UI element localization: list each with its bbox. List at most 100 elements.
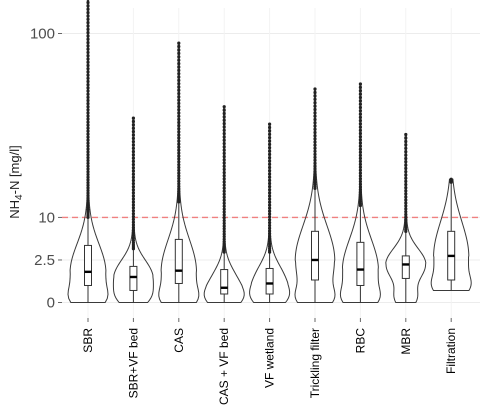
outlier-point [404, 182, 408, 187]
x-category-label: Trickling filter [308, 328, 322, 398]
x-axis-labels: SBR SBR+VF bed CAS CAS + VF bed VF wetland Tr… [81, 318, 458, 405]
outlier-point [404, 150, 408, 154]
outlier-point [222, 170, 226, 175]
outlier-point [404, 218, 408, 222]
outlier-point [86, 101, 90, 106]
outlier-point [222, 167, 226, 172]
outlier-point [222, 218, 226, 223]
outlier-point [86, 63, 90, 68]
outlier-point [86, 92, 90, 96]
outlier-point [131, 226, 135, 230]
outlier-point [86, 37, 90, 41]
violin-group [430, 177, 472, 291]
outlier-point [358, 197, 362, 202]
outlier-point [131, 146, 135, 150]
outlier-point [86, 193, 90, 198]
outlier-point [177, 101, 181, 105]
outlier-point [86, 79, 90, 84]
violin-shape [430, 178, 472, 291]
outlier-point [268, 203, 272, 207]
outlier-point [222, 221, 226, 225]
outlier-point [222, 198, 226, 202]
outlier-point [358, 195, 362, 199]
outlier-point [313, 149, 317, 153]
box-iqr [265, 267, 274, 295]
outlier-point [177, 124, 181, 128]
outlier-point [404, 198, 408, 202]
outlier-point [268, 191, 272, 195]
outlier-point [222, 108, 226, 112]
outlier-point [268, 178, 272, 182]
outlier-point [177, 51, 181, 55]
outlier-point [404, 186, 408, 190]
box-iqr [311, 230, 319, 281]
outlier-point [313, 114, 317, 118]
outlier-point [404, 192, 408, 196]
outlier-point [358, 138, 362, 142]
outlier-point [86, 138, 90, 142]
outlier-point [404, 163, 408, 167]
outlier-point [131, 156, 135, 160]
outlier-point [177, 171, 181, 175]
outlier-point [222, 237, 226, 241]
violin-group [294, 87, 336, 303]
outlier-point [86, 95, 90, 99]
outlier-point [313, 155, 317, 159]
outlier-point [268, 246, 272, 251]
outlier-point [268, 136, 272, 140]
box-iqr [129, 265, 138, 291]
outlier-point [268, 142, 272, 146]
outlier-point [222, 224, 226, 228]
outlier-point [222, 125, 226, 129]
outlier-point [222, 132, 226, 136]
outlier-point [86, 67, 90, 71]
x-category-label: MBR [399, 328, 413, 355]
outlier-point [268, 188, 272, 192]
outlier-point [358, 141, 362, 145]
outlier-point [222, 213, 226, 217]
outlier-point [177, 114, 181, 118]
outlier-point [86, 44, 90, 48]
outlier-point [131, 169, 135, 173]
outlier-point [313, 127, 317, 131]
outlier-point [86, 27, 90, 31]
outlier-point [177, 48, 181, 52]
outlier-point [404, 212, 408, 217]
y-tick-label: 100 [30, 26, 55, 43]
outlier-point [268, 197, 272, 201]
outlier-point [131, 191, 135, 195]
violin-group [112, 116, 154, 303]
outlier-point [131, 209, 135, 213]
outlier-point [268, 229, 272, 233]
outlier-point [268, 129, 272, 133]
outlier-point [358, 179, 362, 184]
outlier-point [131, 214, 135, 219]
outlier-point [268, 237, 272, 241]
outlier-point [86, 40, 90, 45]
outlier-point [358, 185, 362, 189]
outlier-point [222, 183, 226, 187]
outlier-point [131, 133, 135, 137]
outlier-point [86, 161, 90, 165]
outlier-point [404, 166, 408, 170]
outlier-point [222, 164, 226, 168]
outlier-point [131, 175, 135, 179]
outlier-point [222, 204, 226, 208]
outlier-point [131, 233, 135, 238]
outlier-point [86, 83, 90, 87]
outlier-point [358, 99, 362, 103]
violin-group [385, 132, 427, 303]
outlier-point [177, 130, 181, 134]
outlier-point [222, 232, 226, 236]
outlier-point [268, 139, 272, 143]
outlier-point [358, 82, 362, 86]
outlier-point [404, 139, 408, 144]
outlier-point [222, 189, 226, 193]
outlier-point [268, 175, 272, 179]
outlier-point [177, 168, 181, 172]
outlier-point [131, 159, 135, 163]
outlier-point [131, 188, 135, 192]
outlier-point [131, 243, 135, 247]
outlier-point [222, 216, 226, 220]
outlier-point [358, 153, 362, 157]
